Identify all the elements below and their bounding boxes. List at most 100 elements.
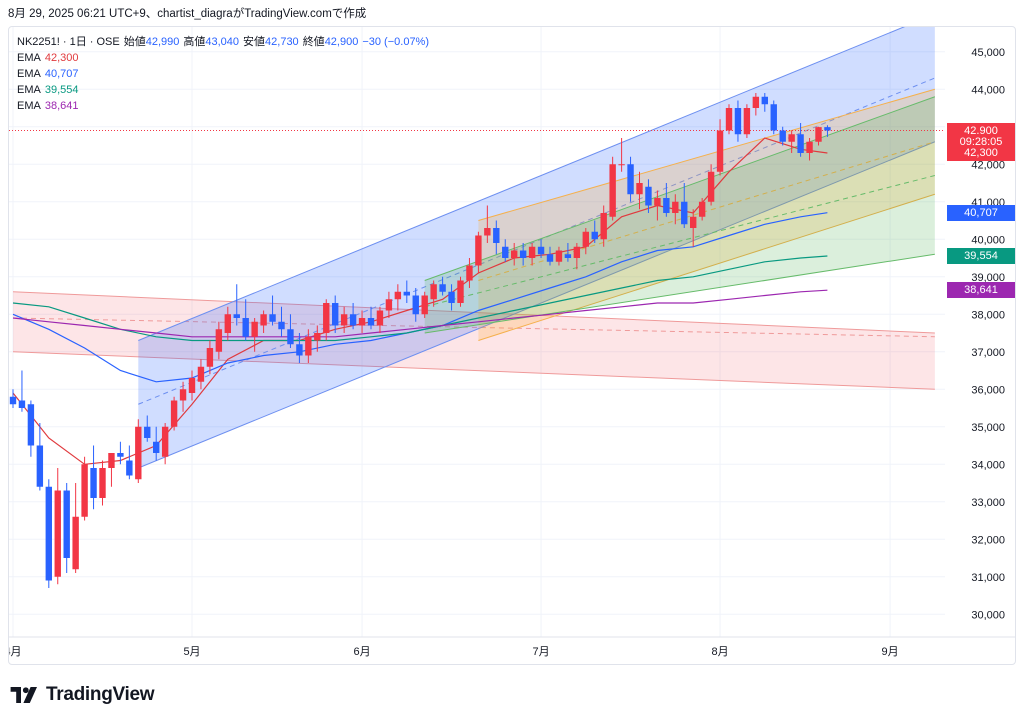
- candle-body: [627, 164, 634, 195]
- channel-lower-line: [138, 141, 936, 469]
- channel-fill: [138, 27, 935, 468]
- candle-body: [609, 164, 616, 217]
- candle-body: [725, 108, 733, 131]
- candle-body: [797, 134, 804, 153]
- candle-body: [45, 486, 52, 581]
- ema-value: 39,554: [44, 84, 79, 96]
- candle-body: [582, 231, 589, 247]
- candle-body: [296, 344, 303, 356]
- candle-body: [591, 231, 598, 240]
- chart-legend: NK2251! · 1日 · OSE 始値 42,990 高値 43,040 安値 4…: [17, 34, 429, 114]
- ema-row-3[interactable]: EMA 39,554: [17, 82, 429, 98]
- close-label: 終値: [302, 36, 325, 48]
- candle-body: [770, 104, 777, 131]
- candle-body: [707, 171, 715, 202]
- open-label: 始値: [123, 36, 146, 48]
- y-tick-label: 45,000: [971, 47, 1005, 59]
- y-tick-label: 33,000: [971, 497, 1005, 509]
- y-tick-label: 40,000: [971, 234, 1005, 246]
- candle-body: [537, 246, 545, 255]
- candle-body: [9, 396, 17, 405]
- y-tick-label: 42,000: [971, 159, 1005, 171]
- candle-body: [153, 441, 160, 453]
- chart-pane[interactable]: 45,00044,00043,00042,00041,00040,00039,0…: [8, 26, 1016, 665]
- chart-caption: 8月 29, 2025 06:21 UTC+9、chartist_diagraが…: [8, 8, 367, 20]
- ema-label: EMA: [17, 84, 41, 96]
- candle-body: [761, 96, 768, 105]
- y-tick-label: 36,000: [971, 384, 1005, 396]
- candle-body: [439, 284, 446, 292]
- candle-body: [654, 198, 661, 206]
- y-tick-label: 35,000: [971, 422, 1005, 434]
- candle-body: [135, 426, 142, 480]
- ema-value: 38,641: [44, 100, 79, 112]
- candle-body: [323, 303, 330, 333]
- candle-body: [72, 516, 79, 570]
- y-tick-label: 37,000: [971, 347, 1005, 359]
- ema-row-2[interactable]: EMA 40,707: [17, 66, 429, 82]
- x-tick-label: 8月: [711, 646, 728, 658]
- candle-body: [743, 108, 751, 135]
- high-value: 43,040: [205, 36, 240, 48]
- candle-body: [27, 404, 35, 446]
- price-tag: 39,554: [947, 247, 1015, 264]
- candle-body: [251, 321, 258, 337]
- candle-body: [519, 250, 527, 258]
- candle-body: [528, 246, 536, 258]
- candle-body: [448, 291, 455, 303]
- candle-body: [546, 254, 554, 262]
- channel-lower-line: [424, 253, 935, 334]
- candle-body: [672, 201, 679, 213]
- high-label: 高値: [183, 36, 206, 48]
- ema-row-1[interactable]: EMA 42,300: [17, 50, 429, 66]
- candle-body: [349, 314, 357, 326]
- candle-body: [412, 295, 419, 315]
- candle-body: [493, 228, 500, 243]
- candle-body: [161, 426, 169, 457]
- candle-body: [340, 314, 348, 326]
- candle-body: [815, 127, 822, 142]
- candle-body: [278, 321, 285, 330]
- symbol-label[interactable]: NK2251! · 1日 · OSE: [17, 36, 120, 48]
- price-tag: 42,300: [947, 145, 1015, 161]
- price-tag: 40,707: [947, 204, 1015, 221]
- y-tick-label: 30,000: [971, 609, 1005, 621]
- candlestick-chart[interactable]: 45,00044,00043,00042,00041,00040,00039,0…: [9, 27, 1015, 664]
- channel-lower-line: [12, 351, 935, 390]
- close-value: 42,900: [324, 36, 359, 48]
- channel-upper-line: [138, 27, 906, 341]
- candle-body: [421, 295, 428, 315]
- y-tick-label: 31,000: [971, 572, 1005, 584]
- candle-body: [779, 130, 786, 142]
- candle-body: [224, 314, 231, 333]
- tradingview-brand[interactable]: TradingView: [10, 684, 155, 706]
- candle-body: [645, 186, 652, 206]
- x-tick-label: 7月: [532, 646, 549, 658]
- channel-mid-line: [424, 175, 935, 308]
- candle-body: [233, 314, 240, 318]
- candle-body: [332, 303, 339, 326]
- ema-row-4[interactable]: EMA 38,641: [17, 98, 429, 114]
- candle-body: [511, 250, 518, 258]
- channel-upper-line: [424, 96, 936, 281]
- candle-body: [824, 127, 831, 131]
- candle-body: [636, 183, 643, 195]
- brand-name: TradingView: [46, 684, 155, 705]
- candle-body: [734, 108, 742, 135]
- candle-body: [188, 378, 196, 393]
- candle-body: [269, 314, 276, 322]
- candle-body: [376, 310, 384, 326]
- candle-body: [305, 336, 312, 356]
- candle-body: [287, 329, 294, 345]
- ema-value: 42,300: [44, 52, 79, 64]
- candle-body: [716, 130, 724, 172]
- y-tick-label: 32,000: [971, 534, 1005, 546]
- candle-body: [806, 141, 813, 153]
- candle-body: [314, 333, 321, 341]
- channel-fill: [424, 96, 935, 333]
- candle-body: [788, 134, 795, 142]
- low-label: 安値: [243, 36, 266, 48]
- candle-body: [430, 284, 437, 300]
- candle-body: [681, 201, 688, 225]
- candle-body: [36, 445, 44, 487]
